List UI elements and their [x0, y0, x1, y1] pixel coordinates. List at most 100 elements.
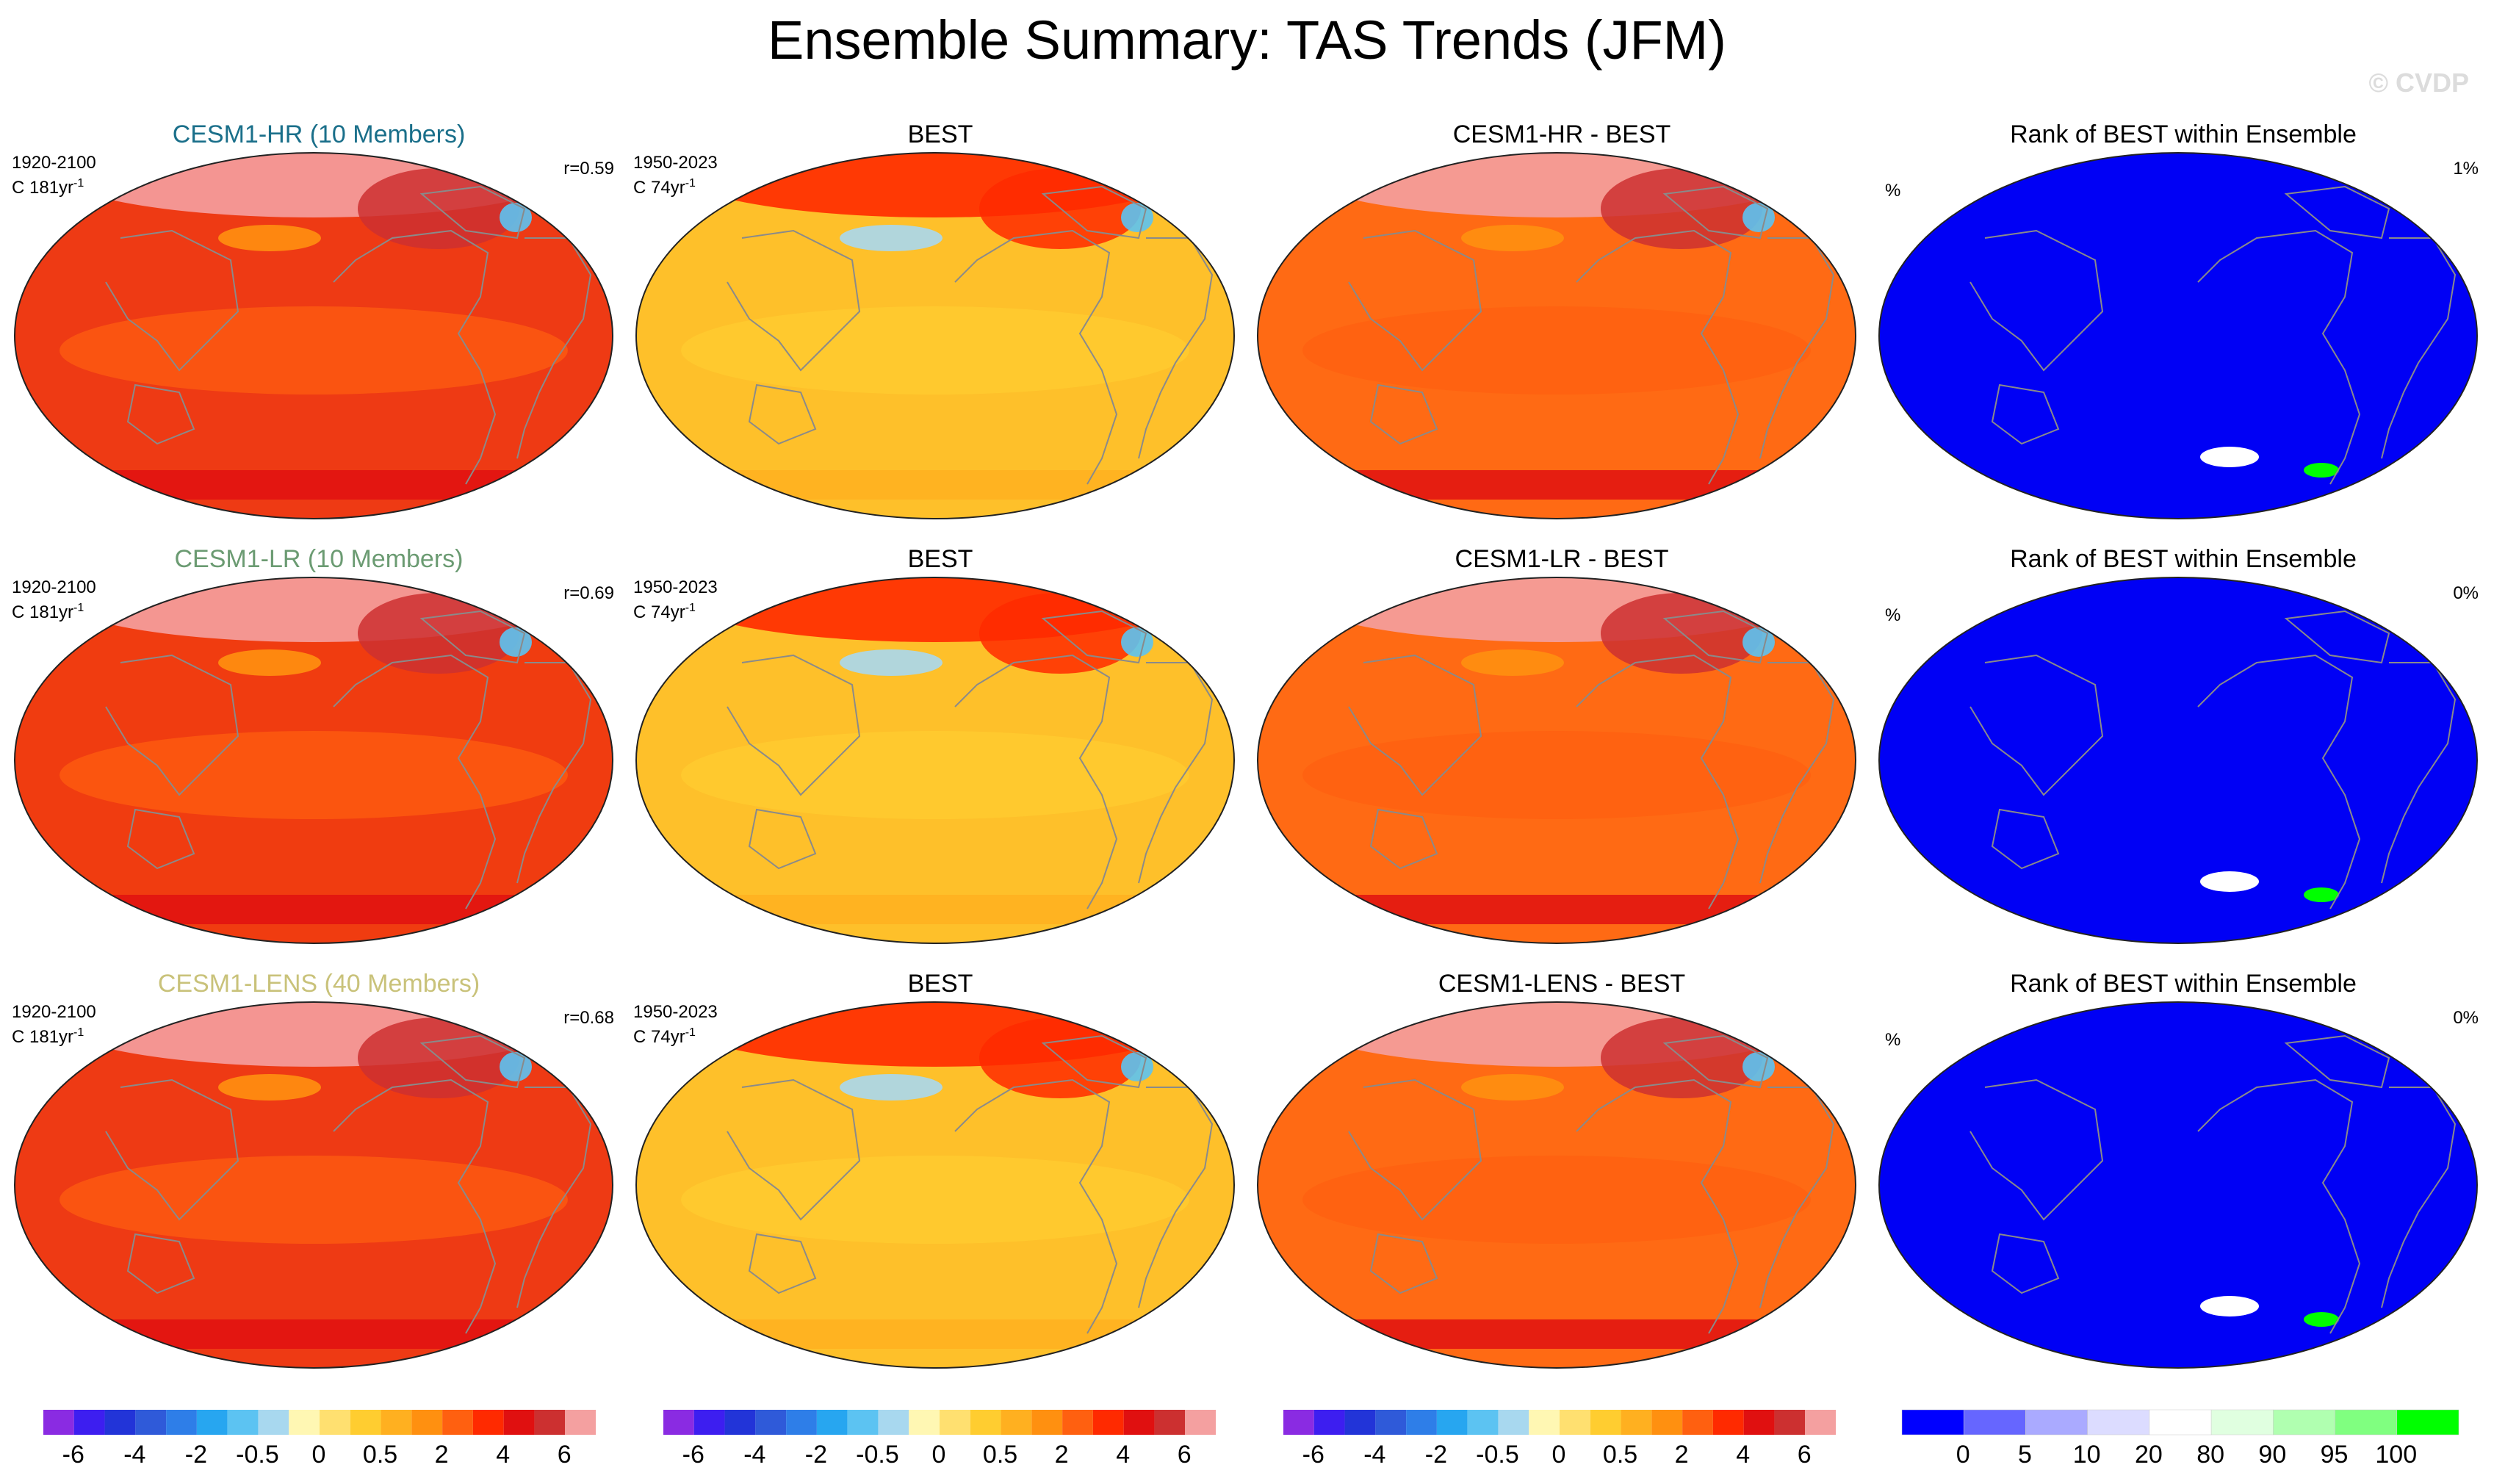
period-label: 1920-2100 [12, 153, 96, 173]
units-exponent: -1 [685, 1026, 696, 1039]
period-units: 1950-2023 C 74yr-1 [633, 577, 718, 623]
tropical-band [60, 731, 568, 819]
colorbar-tick-label: 6 [1177, 1441, 1192, 1469]
colorbar-box [1621, 1410, 1652, 1435]
colorbar-box [503, 1410, 535, 1435]
colorbar-box [1375, 1410, 1407, 1435]
continent-outline [2197, 1078, 2361, 1334]
rank-green-patch [2304, 463, 2339, 478]
period-label: 1950-2023 [633, 577, 718, 597]
colorbar-box [1963, 1409, 2026, 1436]
period-units: 1920-2100 C 181yr-1 [12, 577, 96, 623]
rank-map [1878, 577, 2478, 944]
colorbar-box [1805, 1410, 1836, 1435]
colorbar-tick-label: 0 [1956, 1441, 1970, 1469]
period-label: 1950-2023 [633, 1002, 718, 1022]
colorbar-tick-label: 0 [1551, 1441, 1566, 1469]
colorbar-box [1467, 1410, 1499, 1435]
units-text: C 74yr [633, 178, 685, 198]
units-label: C 74yr-1 [633, 598, 718, 623]
continent-outline [1662, 1034, 1769, 1089]
continent-outline [105, 654, 239, 796]
rank-white-patch [2200, 447, 2259, 467]
diff-panel: CESM1-LR - BEST [1253, 545, 1870, 944]
panel-title: CESM1-LR - BEST [1455, 545, 1669, 573]
units-label: C 181yr-1 [12, 598, 96, 623]
panel-title: BEST [907, 120, 973, 148]
continent-outline [105, 229, 239, 372]
rank-percent-value: 0% [2453, 583, 2479, 603]
colorbar-tick-label: -4 [743, 1441, 766, 1469]
colorbar-tick-label: 5 [2017, 1441, 2032, 1469]
period-label: 1950-2023 [633, 153, 718, 173]
map-border [1878, 1001, 2478, 1369]
north-pacific-anomaly [218, 649, 321, 676]
colorbar-box [970, 1410, 1001, 1435]
colorbar-box [2149, 1409, 2212, 1436]
panel-title: Rank of BEST within Ensemble [2010, 120, 2357, 148]
colorbar-boxes [43, 1410, 596, 1435]
colorbar-box [1313, 1410, 1345, 1435]
map-border [1878, 152, 2478, 519]
correlation-label: r=0.69 [563, 583, 614, 603]
period-label: 1920-2100 [12, 577, 96, 597]
continent-outline [954, 229, 1118, 485]
units-text: C 74yr [633, 602, 685, 622]
map-border [14, 152, 613, 519]
tropical-band [60, 306, 568, 395]
southern-ocean-band [636, 895, 1234, 924]
colorbar-box [693, 1410, 725, 1435]
colorbar-labels: -6 -4 -2 -0.5 0 0.5 2 4 6 [1283, 1441, 1835, 1473]
colorbar-tick-label: -6 [1302, 1441, 1325, 1469]
continent-outline [1969, 654, 2104, 796]
trend-colorbar: -6 -4 -2 -0.5 0 0.5 2 4 6 [1283, 1409, 1837, 1473]
continent-outline [333, 1078, 497, 1334]
period-units: 1950-2023 C 74yr-1 [633, 153, 718, 198]
map-border [1257, 1001, 1856, 1369]
continent-outline [1991, 1233, 2060, 1294]
trend-colorbar: -6 -4 -2 -0.5 0 0.5 2 4 6 [663, 1409, 1217, 1473]
continent-outline [105, 1078, 239, 1221]
colorbar-box [1001, 1410, 1032, 1435]
continent-outline [1369, 808, 1438, 870]
obs-map [635, 577, 1235, 944]
rank-green-patch [2304, 1312, 2339, 1327]
continent-outline [748, 808, 817, 870]
panel-title: CESM1-LR (10 Members) [174, 545, 464, 573]
continent-outline [1348, 654, 1482, 796]
diff-map [1257, 577, 1856, 944]
north-pacific-anomaly [218, 1074, 321, 1101]
colorbar-tick-label: 2 [1054, 1441, 1069, 1469]
colorbar-tick-label: 80 [2196, 1441, 2225, 1469]
rank-map [1878, 1001, 2478, 1369]
colorbar-box [1590, 1410, 1621, 1435]
diff-map [1257, 1001, 1856, 1369]
colorbar-box [1712, 1410, 1744, 1435]
map-border [1257, 152, 1856, 519]
colorbar-box [2396, 1409, 2459, 1436]
colorbar-tick-label: 0.5 [982, 1441, 1018, 1469]
diff-panel: CESM1-LENS - BEST [1253, 970, 1870, 1369]
obs-panel: BEST 1950-2023 C 74yr-1 [632, 120, 1249, 519]
colorbar-box [104, 1410, 136, 1435]
colorbar-tick-label: -2 [804, 1441, 827, 1469]
colorbar-tick-label: -6 [682, 1441, 704, 1469]
colorbar-box [663, 1410, 694, 1435]
units-label: C 74yr-1 [633, 1023, 718, 1048]
colorbar-box [1436, 1410, 1468, 1435]
period-units: 1920-2100 C 181yr-1 [12, 1002, 96, 1048]
map-border [1257, 577, 1856, 944]
map-border [635, 1001, 1235, 1369]
colorbar-box [73, 1410, 105, 1435]
model-panel: CESM1-LR (10 Members) 1920-2100 C 181yr-1 r… [10, 545, 627, 944]
model-map [14, 577, 613, 944]
continent-outline [1369, 383, 1438, 445]
percent-symbol: % [1885, 1030, 1901, 1050]
colorbar-tick-label: 100 [2375, 1441, 2418, 1469]
colorbar-box [940, 1410, 970, 1435]
colorbar-boxes [1283, 1410, 1836, 1435]
colorbar-box [1283, 1410, 1314, 1435]
continent-outline [126, 383, 195, 445]
colorbar-tick-label: 20 [2134, 1441, 2163, 1469]
rank-green-patch [2304, 887, 2339, 902]
